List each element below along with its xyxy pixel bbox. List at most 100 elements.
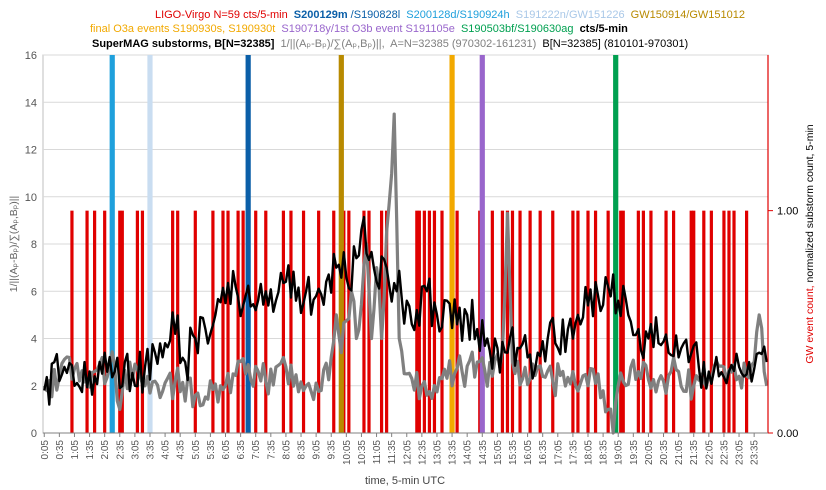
highlight-bar-s200129m (245, 55, 251, 433)
left-axis-label: 1/||(Aₚ-Bₚ)/∑(Aₚ,Bₚ)|| (8, 196, 20, 292)
legend-set-a: A=N=32385 (970302-161231) (390, 38, 536, 50)
x-tick-label: 1:05 (70, 440, 81, 460)
x-tick-label: 18:35 (599, 440, 610, 465)
gw-event-bar (490, 210, 494, 433)
gw-event-bar (689, 210, 693, 433)
x-tick-label: 8:35 (297, 440, 308, 460)
gw-event-bar (664, 210, 668, 433)
gw-event-bar (722, 210, 726, 433)
right-tick-label: 1.00 (777, 206, 798, 218)
gw-event-bar (727, 210, 731, 433)
gw-event-bar (427, 210, 432, 433)
x-tick-label: 22:35 (719, 440, 730, 465)
gw-event-bar (709, 210, 713, 433)
gw-event-bar (317, 210, 321, 433)
x-tick-label: 2:35 (115, 440, 126, 460)
x-tick-label: 13:35 (448, 440, 459, 465)
x-tick-label: 23:05 (735, 440, 746, 465)
gw-event-bar (332, 210, 336, 433)
left-tick-label: 10 (25, 192, 37, 204)
x-tick-label: 14:05 (463, 440, 474, 465)
gw-event-bar (505, 210, 510, 433)
highlight-bar-s190930s-s190930t (449, 55, 455, 433)
gw-event-bar (236, 210, 240, 433)
gw-event-bar (649, 210, 653, 433)
legend-o3a: final O3a events S190930s, S190930t (90, 23, 275, 35)
highlight-bar-s191222n-gw151226 (147, 55, 153, 433)
gw-event-bar (289, 210, 293, 433)
legend-s200129m: S200129m (294, 9, 348, 21)
left-tick-label: 16 (25, 50, 37, 62)
legend-s191222n: S191222n/GW151226 (516, 9, 625, 21)
gw-event-bar (347, 210, 351, 433)
x-tick-label: 12:35 (417, 440, 428, 465)
gw-event-bar (528, 210, 532, 433)
gw-event-bar (281, 210, 286, 433)
left-tick-label: 12 (25, 145, 37, 157)
x-tick-label: 17:05 (553, 440, 564, 465)
right-axis-label: GW event count, normalized substorm coun… (804, 124, 816, 363)
x-axis-label: time, 5-min UTC (365, 475, 445, 487)
gw-event-bar (422, 210, 426, 433)
x-tick-label: 4:05 (161, 440, 172, 460)
x-tick-label: 4:35 (176, 440, 187, 460)
x-tick-label: 21:35 (689, 440, 700, 465)
x-tick-label: 5:05 (191, 440, 202, 460)
highlight-bar-s190503bf-s190630ag (613, 55, 619, 433)
gw-event-bar (538, 210, 542, 433)
legend-s190503bf: S190503bf/S190630ag (461, 23, 574, 35)
x-tick-label: 16:35 (538, 440, 549, 465)
x-tick-label: 6:05 (221, 440, 232, 460)
x-tick-label: 5:35 (206, 440, 217, 460)
x-tick-label: 3:05 (130, 440, 141, 460)
left-tick-label: 4 (31, 334, 37, 346)
gw-event-bar (636, 210, 640, 433)
gw-event-bar (745, 210, 749, 433)
gw-event-bar (702, 210, 706, 433)
legend-line-2: final O3a events S190930s, S190930t S190… (90, 23, 628, 35)
left-tick-label: 2 (31, 381, 37, 393)
highlight-event-bars (109, 55, 619, 433)
highlight-bar-s200128d-s190924h (109, 55, 115, 433)
x-tick-label: 14:35 (478, 440, 489, 465)
x-tick-label: 19:05 (614, 440, 625, 465)
gw-event-bar (621, 210, 625, 433)
x-tick-label: 7:05 (251, 440, 262, 460)
gw-event-bar (120, 210, 124, 433)
gw-event-bar (732, 210, 736, 433)
x-axis-ticks: 0:05 0:35 1:05 1:35 2:05 2:35 3:05 3:35 4:05 4:35… (40, 433, 761, 465)
gw-event-bar (193, 210, 197, 433)
right-tick-label: 0.00 (777, 428, 798, 440)
legend-s190828l: /S190828l (351, 9, 401, 21)
x-tick-label: 17:35 (568, 440, 579, 465)
data-series (42, 112, 769, 435)
x-tick-label: 19:35 (629, 440, 640, 465)
gw-event-bar (671, 210, 676, 433)
x-tick-label: 10:05 (342, 440, 353, 465)
x-tick-label: 1:35 (85, 440, 96, 460)
x-tick-label: 0:35 (55, 440, 66, 460)
legend-line-3: SuperMAG substorms, B[N=32385] 1/||(Aₚ-B… (92, 38, 688, 50)
gw-event-bar (367, 210, 371, 433)
left-tick-label: 14 (25, 97, 37, 109)
x-tick-label: 11:35 (387, 440, 398, 465)
gw-event-bar (385, 210, 389, 433)
gw-event-bar (135, 210, 140, 433)
x-tick-label: 21:05 (674, 440, 685, 465)
gw-event-bar (93, 210, 97, 433)
gw-event-bar (518, 210, 522, 433)
x-tick-label: 23:35 (750, 440, 761, 465)
legend-ratio: 1/||(Aₚ-Bₚ)/∑(Aₚ,Bₚ)||, (281, 38, 385, 50)
x-tick-label: 0:05 (40, 440, 51, 460)
gw-event-bar (576, 210, 580, 433)
series-line-supermag (43, 215, 768, 406)
x-tick-label: 6:35 (236, 440, 247, 460)
legend-cts: cts/5-min (580, 23, 629, 35)
legend-supermag: SuperMAG substorms, B[N=32385] (92, 38, 275, 50)
left-tick-label: 0 (31, 428, 37, 440)
gw-event-bar (415, 210, 419, 433)
gw-event-bar (241, 210, 245, 433)
x-tick-label: 20:05 (644, 440, 655, 465)
left-tick-label: 6 (31, 286, 37, 298)
